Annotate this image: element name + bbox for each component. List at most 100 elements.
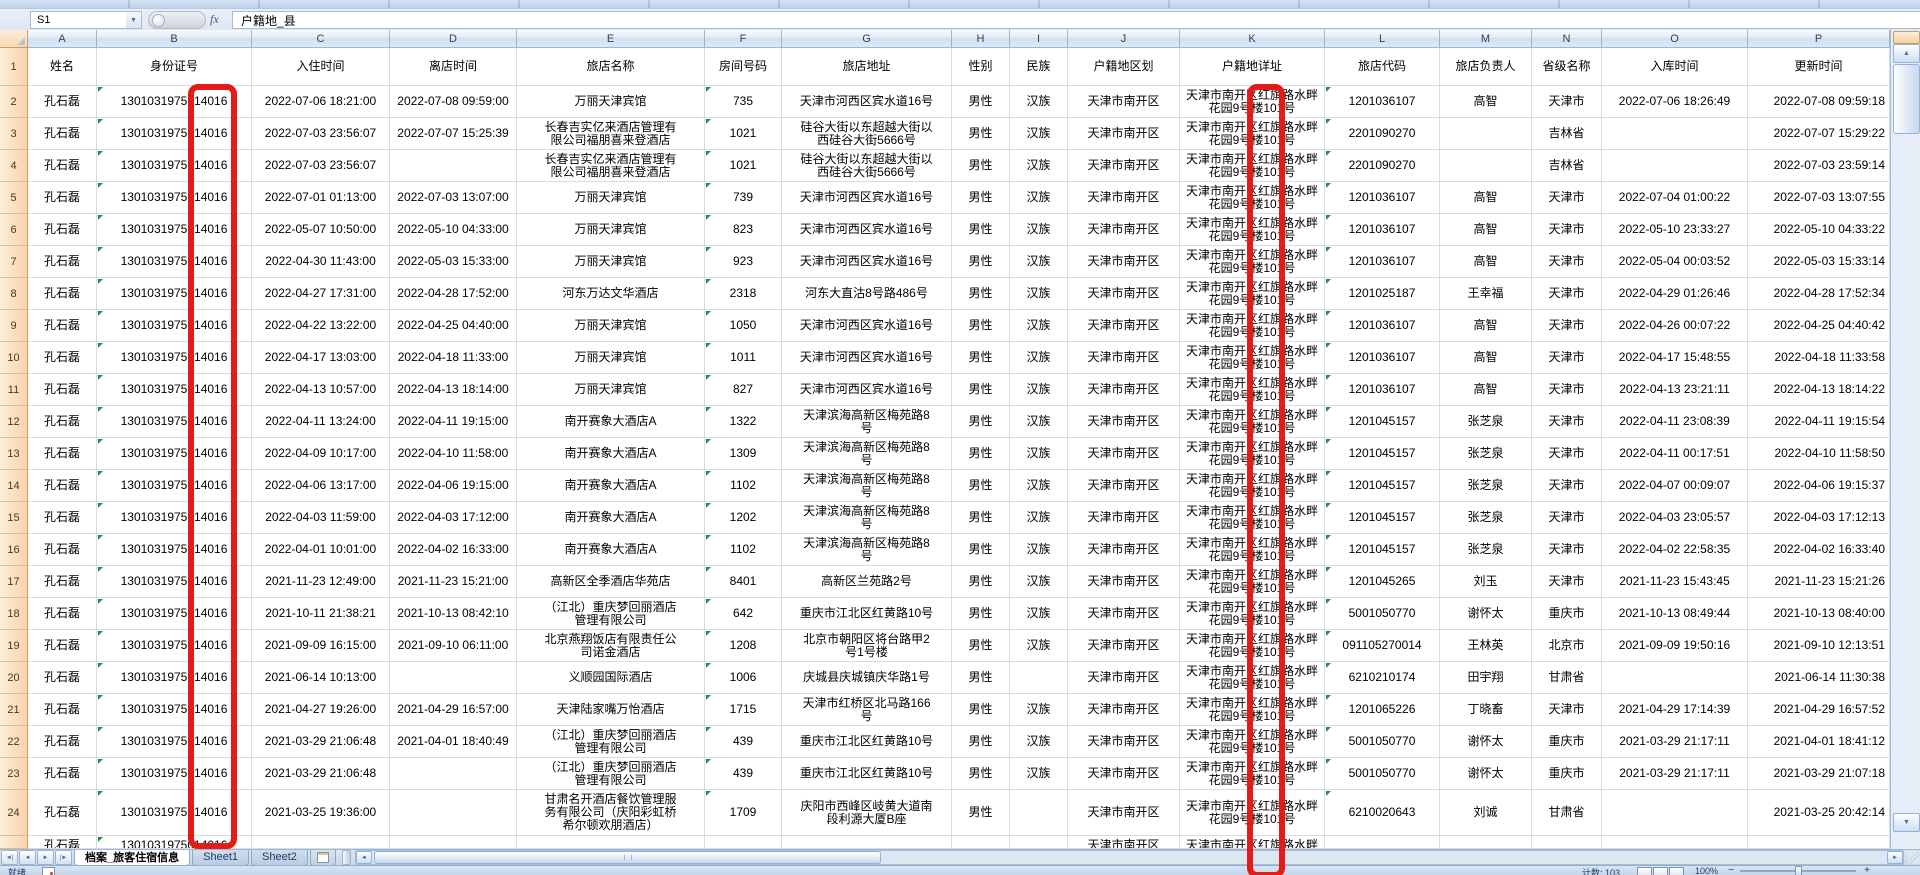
normal-view-icon[interactable] [1637, 867, 1652, 875]
cell-F5[interactable]: 739 [705, 182, 782, 214]
cell-H13[interactable]: 男性 [952, 438, 1010, 470]
cell-G14[interactable]: 天津滨海高新区梅苑路8 号 [782, 470, 952, 502]
cell-L24[interactable]: 6210020643 [1325, 790, 1440, 836]
column-header-P[interactable]: P [1748, 30, 1890, 48]
cell-F25[interactable] [705, 836, 782, 849]
cell-H16[interactable]: 男性 [952, 534, 1010, 566]
cell-F19[interactable]: 1208 [705, 630, 782, 662]
cell-M1[interactable]: 旅店负责人 [1440, 48, 1532, 86]
cell-I9[interactable]: 汉族 [1010, 310, 1068, 342]
cell-N2[interactable]: 天津市 [1532, 86, 1602, 118]
cell-P20[interactable]: 2021-06-14 11:30:38 [1748, 662, 1890, 694]
cell-C20[interactable]: 2021-06-14 10:13:00 [252, 662, 390, 694]
cell-M6[interactable]: 高智 [1440, 214, 1532, 246]
first-sheet-icon[interactable]: ◄| [1, 850, 18, 865]
cell-I21[interactable]: 汉族 [1010, 694, 1068, 726]
cell-K5[interactable]: 天津市南开区红旗路水畔 花园9号楼101号 [1180, 182, 1325, 214]
cell-C25[interactable] [252, 836, 390, 849]
scroll-up-icon[interactable]: ▲ [1893, 44, 1920, 63]
select-all-corner[interactable] [0, 30, 28, 48]
cell-D17[interactable]: 2021-11-23 15:21:00 [390, 566, 517, 598]
cell-B3[interactable]: 1301031975014016 [97, 118, 252, 150]
window-resize-grip[interactable] [1908, 851, 1920, 864]
cell-N9[interactable]: 天津市 [1532, 310, 1602, 342]
cell-D11[interactable]: 2022-04-13 18:14:00 [390, 374, 517, 406]
cell-B10[interactable]: 1301031975014016 [97, 342, 252, 374]
cell-O5[interactable]: 2022-07-04 01:00:22 [1602, 182, 1748, 214]
cell-I8[interactable]: 汉族 [1010, 278, 1068, 310]
cell-F15[interactable]: 1202 [705, 502, 782, 534]
insert-worksheet-tab[interactable] [309, 849, 336, 866]
cell-F18[interactable]: 642 [705, 598, 782, 630]
cell-B12[interactable]: 1301031975014016 [97, 406, 252, 438]
cell-O8[interactable]: 2022-04-29 01:26:46 [1602, 278, 1748, 310]
cell-C3[interactable]: 2022-07-03 23:56:07 [252, 118, 390, 150]
cell-A21[interactable]: 孔石磊 [28, 694, 97, 726]
cell-F7[interactable]: 923 [705, 246, 782, 278]
cell-M4[interactable] [1440, 150, 1532, 182]
row-header-14[interactable]: 14 [0, 470, 28, 502]
next-sheet-icon[interactable]: ► [37, 850, 54, 865]
cell-D19[interactable]: 2021-09-10 06:11:00 [390, 630, 517, 662]
cell-J12[interactable]: 天津市南开区 [1068, 406, 1180, 438]
cell-A22[interactable]: 孔石磊 [28, 726, 97, 758]
cell-L20[interactable]: 6210210174 [1325, 662, 1440, 694]
row-header-3[interactable]: 3 [0, 118, 28, 150]
cell-H11[interactable]: 男性 [952, 374, 1010, 406]
cell-B6[interactable]: 1301031975014016 [97, 214, 252, 246]
cell-N17[interactable]: 天津市 [1532, 566, 1602, 598]
cell-K12[interactable]: 天津市南开区红旗路水畔 花园9号楼101号 [1180, 406, 1325, 438]
cell-F3[interactable]: 1021 [705, 118, 782, 150]
cell-P10[interactable]: 2022-04-18 11:33:58 [1748, 342, 1890, 374]
row-header-18[interactable]: 18 [0, 598, 28, 630]
cell-M15[interactable]: 张芝泉 [1440, 502, 1532, 534]
cell-N19[interactable]: 北京市 [1532, 630, 1602, 662]
cell-E22[interactable]: （江北）重庆梦回丽酒店 管理有限公司 [517, 726, 705, 758]
cell-D8[interactable]: 2022-04-28 17:52:00 [390, 278, 517, 310]
cell-M11[interactable]: 高智 [1440, 374, 1532, 406]
cell-E21[interactable]: 天津陆家嘴万怡酒店 [517, 694, 705, 726]
row-header-8[interactable]: 8 [0, 278, 28, 310]
cell-B4[interactable]: 1301031975014016 [97, 150, 252, 182]
cell-P16[interactable]: 2022-04-02 16:33:40 [1748, 534, 1890, 566]
cell-I10[interactable]: 汉族 [1010, 342, 1068, 374]
cell-B24[interactable]: 1301031975014016 [97, 790, 252, 836]
cell-D20[interactable] [390, 662, 517, 694]
cell-M25[interactable] [1440, 836, 1532, 849]
cell-E12[interactable]: 南开赛象大酒店A [517, 406, 705, 438]
column-header-A[interactable]: A [28, 30, 97, 48]
sheet-tab-2[interactable]: Sheet1 [192, 849, 249, 866]
cell-E4[interactable]: 长春吉实亿来酒店管理有 限公司福朋喜来登酒店 [517, 150, 705, 182]
cell-H7[interactable]: 男性 [952, 246, 1010, 278]
cell-D14[interactable]: 2022-04-06 19:15:00 [390, 470, 517, 502]
row-header-9[interactable]: 9 [0, 310, 28, 342]
zoom-slider-thumb[interactable] [1795, 866, 1802, 875]
cell-G11[interactable]: 天津市河西区宾水道16号 [782, 374, 952, 406]
scroll-right-icon[interactable]: ► [1887, 851, 1903, 864]
cell-H9[interactable]: 男性 [952, 310, 1010, 342]
cell-K21[interactable]: 天津市南开区红旗路水畔 花园9号楼101号 [1180, 694, 1325, 726]
cell-M13[interactable]: 张芝泉 [1440, 438, 1532, 470]
cell-O24[interactable] [1602, 790, 1748, 836]
column-header-I[interactable]: I [1010, 30, 1068, 48]
cell-J5[interactable]: 天津市南开区 [1068, 182, 1180, 214]
cell-L17[interactable]: 1201045265 [1325, 566, 1440, 598]
vertical-scrollbar[interactable]: ▲ ▼ [1890, 30, 1920, 849]
cell-J23[interactable]: 天津市南开区 [1068, 758, 1180, 790]
cell-L25[interactable] [1325, 836, 1440, 849]
cell-H4[interactable]: 男性 [952, 150, 1010, 182]
scrollbar-split-handle[interactable] [1893, 31, 1920, 44]
cell-K9[interactable]: 天津市南开区红旗路水畔 花园9号楼101号 [1180, 310, 1325, 342]
cell-O14[interactable]: 2022-04-07 00:09:07 [1602, 470, 1748, 502]
cell-K8[interactable]: 天津市南开区红旗路水畔 花园9号楼101号 [1180, 278, 1325, 310]
cell-P22[interactable]: 2021-04-01 18:41:12 [1748, 726, 1890, 758]
cell-E17[interactable]: 高新区全季酒店华苑店 [517, 566, 705, 598]
cell-E25[interactable] [517, 836, 705, 849]
cell-C9[interactable]: 2022-04-22 13:22:00 [252, 310, 390, 342]
cell-J7[interactable]: 天津市南开区 [1068, 246, 1180, 278]
cell-I7[interactable]: 汉族 [1010, 246, 1068, 278]
cell-H18[interactable]: 男性 [952, 598, 1010, 630]
cell-M7[interactable]: 高智 [1440, 246, 1532, 278]
cell-J13[interactable]: 天津市南开区 [1068, 438, 1180, 470]
vertical-scrollbar-thumb[interactable] [1893, 64, 1920, 134]
